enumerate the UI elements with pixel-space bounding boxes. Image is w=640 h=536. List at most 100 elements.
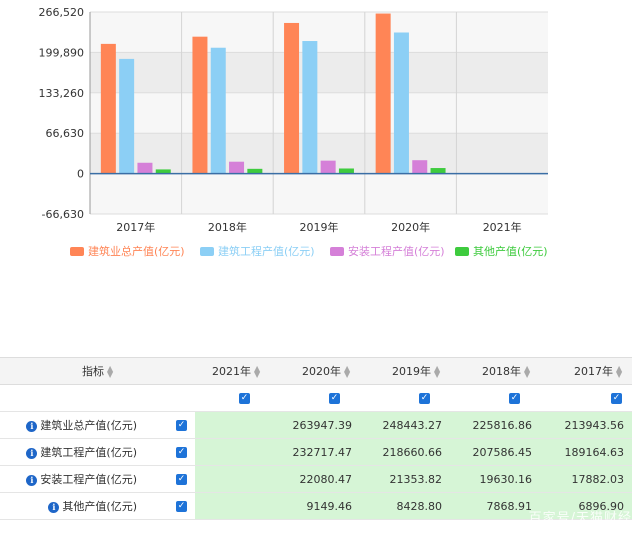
value-cell: 22080.47 [270, 465, 360, 493]
row-checkbox-cell: ✓ [145, 411, 195, 439]
column-checkbox-cell: ✓ [540, 384, 632, 412]
y-tick-label: -66,630 [42, 208, 84, 221]
bar [284, 22, 300, 174]
year-header-label: 2017年 [574, 365, 613, 378]
year-header[interactable]: 2018年 ▲ ▼ [450, 357, 540, 385]
legend-swatch [200, 246, 214, 256]
y-tick-label: 66,630 [46, 127, 85, 140]
bar-chart: 266,520 199,890 133,260 66,630 0 -66,630 2017年… [39, 6, 548, 234]
column-checkbox-cell: ✓ [450, 384, 540, 412]
y-tick-label: 0 [77, 168, 84, 181]
y-tick-label: 199,890 [39, 46, 85, 59]
bar [320, 160, 336, 174]
table-header-row: 指标 ▲ ▼ 2021年 ▲ ▼ 2020年 ▲ ▼ 2019年 ▲ ▼ 2018年 ▲ ▼ 201… [0, 357, 632, 385]
y-tick-label: 133,260 [39, 87, 85, 100]
year-header[interactable]: 2021年 ▲ ▼ [195, 357, 270, 385]
value-cell: 232717.47 [270, 438, 360, 466]
bar [137, 162, 153, 174]
column-checkbox-cell: ✓ [270, 384, 360, 412]
bar [119, 58, 135, 174]
legend-item[interactable]: 其他产值(亿元) [455, 243, 548, 259]
row-checkbox[interactable]: ✓ [176, 501, 187, 512]
legend-item[interactable]: 建筑工程产值(亿元) [200, 243, 315, 259]
column-checkbox-cell: ✓ [195, 384, 270, 412]
year-header[interactable]: 2019年 ▲ ▼ [360, 357, 450, 385]
info-icon[interactable]: i [26, 474, 38, 486]
sort-icon[interactable]: ▲ ▼ [254, 364, 261, 379]
value-cell: 213943.56 [540, 411, 632, 439]
plot-band [90, 12, 548, 53]
watermark: 百家号/天猫财经 [528, 511, 632, 526]
bar [375, 13, 391, 174]
x-tick-label: 2018年 [208, 220, 247, 234]
value-cell [195, 492, 270, 520]
bar [247, 168, 263, 174]
legend-label: 建筑工程产值(亿元) [218, 245, 315, 258]
column-checkbox[interactable]: ✓ [611, 393, 622, 404]
plot-band [90, 133, 548, 174]
sort-icon[interactable]: ▲ ▼ [524, 364, 531, 379]
plot-band [90, 173, 548, 214]
row-name: 安装工程产值(亿元) [40, 473, 137, 486]
value-cell: 6896.90 [540, 492, 632, 520]
year-header-label: 2021年 [212, 365, 251, 378]
bar [210, 47, 226, 174]
x-tick-label: 2019年 [300, 220, 339, 234]
empty-cell [0, 384, 195, 412]
legend-swatch [330, 246, 344, 256]
column-checkbox[interactable]: ✓ [509, 393, 520, 404]
info-icon[interactable]: i [26, 420, 38, 432]
value-cell: 263947.39 [270, 411, 360, 439]
value-cell: 19630.16 [450, 465, 540, 493]
bar [412, 160, 428, 174]
column-checkbox-row: ✓ ✓ ✓ ✓ ✓ [0, 384, 632, 412]
value-cell: 189164.63 [540, 438, 632, 466]
info-icon[interactable]: i [48, 501, 60, 513]
column-checkbox[interactable]: ✓ [239, 393, 250, 404]
value-cell: 17882.03 [540, 465, 632, 493]
row-checkbox-cell: ✓ [145, 438, 195, 466]
value-cell: 7868.91 [450, 492, 540, 520]
column-checkbox[interactable]: ✓ [329, 393, 340, 404]
bar [302, 41, 318, 174]
year-header-label: 2019年 [392, 365, 431, 378]
value-cell [195, 465, 270, 493]
row-name: 建筑业总产值(亿元) [40, 419, 137, 432]
legend-item[interactable]: 安装工程产值(亿元) [330, 243, 445, 259]
chart-legend: 建筑业总产值(亿元) 建筑工程产值(亿元) 安装工程产值(亿元) 其他产值(亿元) [0, 243, 640, 261]
value-cell [195, 411, 270, 439]
row-checkbox[interactable]: ✓ [176, 447, 187, 458]
plot-band [90, 92, 548, 134]
x-tick-label: 2020年 [391, 220, 430, 234]
sort-icon[interactable]: ▲ ▼ [344, 364, 351, 379]
bar [100, 43, 116, 174]
sort-icon[interactable]: ▲ ▼ [616, 364, 623, 379]
year-header[interactable]: 2017年 ▲ ▼ [540, 357, 632, 385]
table-row: i 安装工程产值(亿元) ✓ 22080.47 21353.82 19630.16… [0, 465, 632, 493]
row-checkbox[interactable]: ✓ [176, 474, 187, 485]
row-name-cell: i 安装工程产值(亿元) [0, 465, 145, 493]
sort-icon[interactable]: ▲ ▼ [107, 364, 114, 379]
sort-icon[interactable]: ▲ ▼ [434, 364, 441, 379]
row-name-cell: i 建筑业总产值(亿元) [0, 411, 145, 439]
year-header-label: 2018年 [482, 365, 521, 378]
year-header[interactable]: 2020年 ▲ ▼ [270, 357, 360, 385]
value-cell: 207586.45 [450, 438, 540, 466]
column-checkbox[interactable]: ✓ [419, 393, 430, 404]
legend-swatch [455, 246, 469, 256]
row-checkbox-cell: ✓ [145, 492, 195, 520]
bar [338, 168, 354, 174]
legend-label: 安装工程产值(亿元) [348, 245, 445, 258]
row-checkbox[interactable]: ✓ [176, 420, 187, 431]
value-cell: 218660.66 [360, 438, 450, 466]
row-name: 建筑工程产值(亿元) [40, 446, 137, 459]
row-name-cell: i 建筑工程产值(亿元) [0, 438, 145, 466]
indicator-header-label: 指标 [82, 365, 104, 378]
value-cell [195, 438, 270, 466]
x-tick-label: 2017年 [116, 220, 155, 234]
indicator-header[interactable]: 指标 ▲ ▼ [0, 357, 195, 385]
info-icon[interactable]: i [26, 447, 38, 459]
table-row: i 建筑业总产值(亿元) ✓ 263947.39 248443.27 225816… [0, 411, 632, 439]
row-name-cell: i 其他产值(亿元) [0, 492, 145, 520]
legend-item[interactable]: 建筑业总产值(亿元) [70, 243, 185, 259]
